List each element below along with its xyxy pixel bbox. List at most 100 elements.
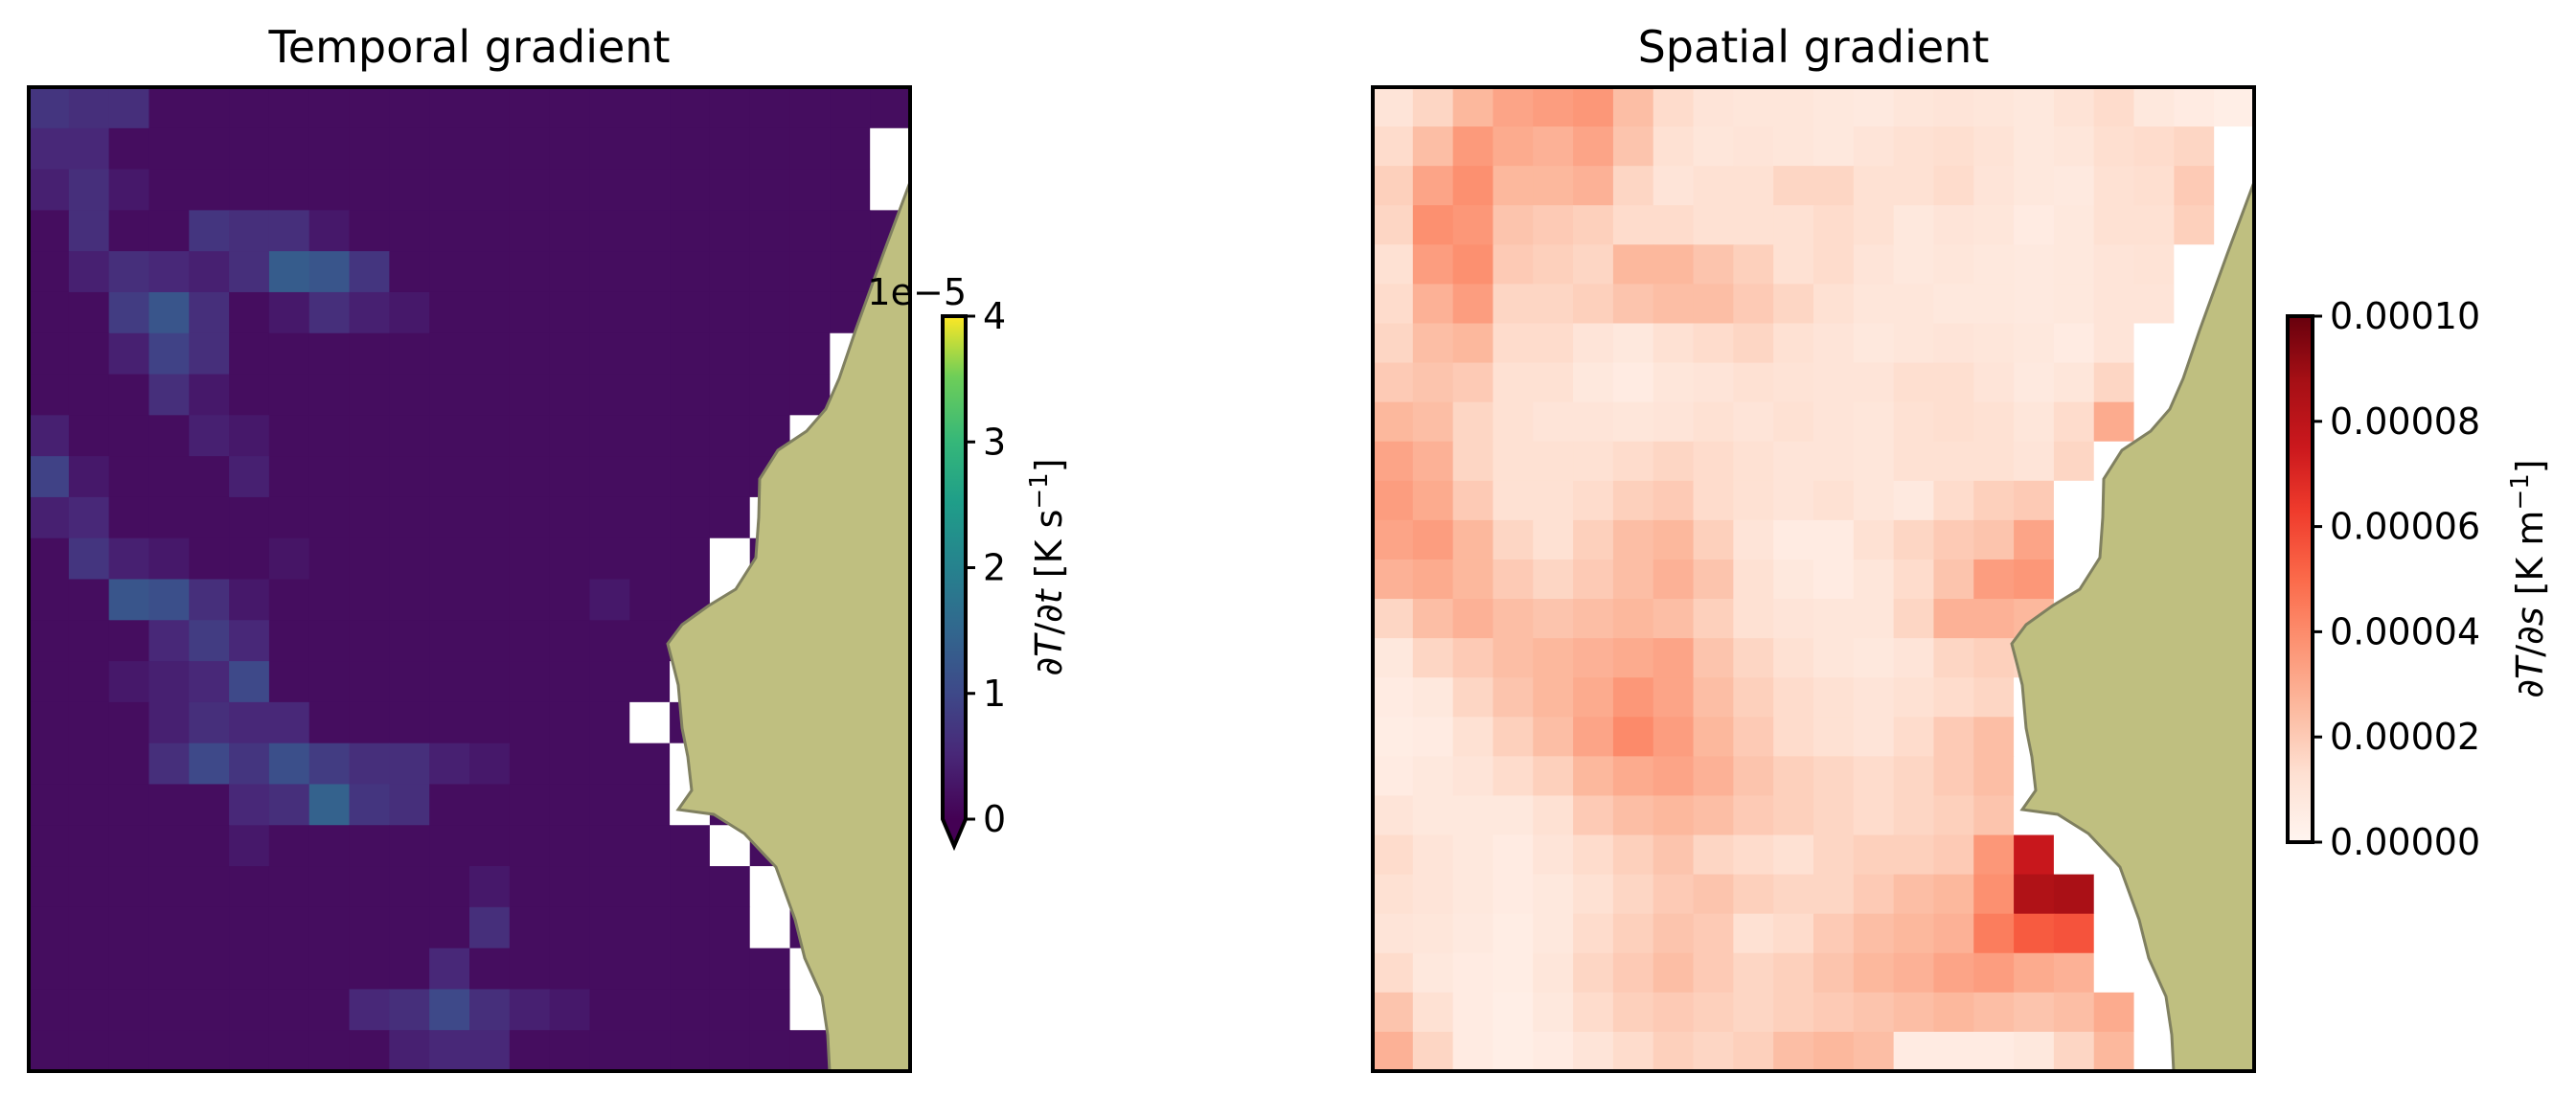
heatmap-cell xyxy=(1573,362,1614,403)
heatmap-cell xyxy=(1612,166,1654,206)
heatmap-cell xyxy=(2093,992,2135,1033)
heatmap-cell xyxy=(469,948,511,991)
heatmap-cell xyxy=(670,866,711,908)
heatmap-cell xyxy=(629,661,671,703)
heatmap-cell xyxy=(1853,559,1895,600)
heatmap-cell xyxy=(1733,401,1774,443)
heatmap-cell xyxy=(1853,244,1895,285)
heatmap-cell xyxy=(1373,913,1414,954)
heatmap-cell xyxy=(1412,638,1454,678)
heatmap-cell xyxy=(189,906,230,949)
heatmap-cell xyxy=(189,496,230,539)
heatmap-cell xyxy=(2053,205,2095,245)
heatmap-cell xyxy=(308,169,351,211)
heatmap-cell xyxy=(349,537,390,581)
heatmap-cell xyxy=(1573,913,1614,954)
heatmap-cell xyxy=(229,743,270,786)
heatmap-cell xyxy=(189,948,230,991)
heatmap-cell xyxy=(429,496,470,539)
heatmap-cell xyxy=(549,415,591,457)
heatmap-cell xyxy=(308,989,351,1031)
heatmap-cell xyxy=(629,291,671,334)
heatmap-cell xyxy=(349,743,390,786)
heatmap-cell xyxy=(549,825,591,867)
heatmap-cell xyxy=(268,87,310,129)
heatmap-cell xyxy=(1452,284,1494,325)
heatmap-cell xyxy=(1973,874,2015,915)
heatmap-cell xyxy=(389,906,430,949)
heatmap-cell xyxy=(268,1030,310,1071)
heatmap-cell xyxy=(349,701,390,744)
heatmap-cell xyxy=(268,496,310,539)
heatmap-cell xyxy=(1653,992,1695,1033)
heatmap-cell xyxy=(1733,717,1774,757)
heatmap-cell xyxy=(1813,1031,1855,1071)
heatmap-cell xyxy=(349,496,390,539)
heatmap-cell xyxy=(429,251,470,293)
heatmap-cell xyxy=(1853,1031,1895,1071)
heatmap-cell xyxy=(268,825,310,867)
heatmap-cell xyxy=(308,127,351,171)
heatmap-cell xyxy=(1733,952,1774,994)
heatmap-cell xyxy=(789,169,831,211)
heatmap-cell xyxy=(1933,874,1974,915)
heatmap-cell xyxy=(1373,638,1414,678)
heatmap-cell xyxy=(629,825,671,867)
heatmap-cell xyxy=(1573,834,1614,876)
heatmap-cell xyxy=(308,332,351,376)
heatmap-cell xyxy=(1693,677,1734,718)
heatmap-cell xyxy=(108,1030,150,1071)
heatmap-cell xyxy=(389,127,430,171)
heatmap-cell xyxy=(670,210,711,252)
spatial-land-mask xyxy=(2010,181,2254,1071)
heatmap-cell xyxy=(1452,834,1494,876)
heatmap-cell xyxy=(1893,677,1935,718)
heatmap-cell xyxy=(629,210,671,252)
heatmap-cell xyxy=(2133,87,2175,127)
heatmap-cell xyxy=(148,374,190,416)
heatmap-cell xyxy=(268,210,310,252)
heatmap-cell xyxy=(1733,913,1774,954)
heatmap-cell xyxy=(1813,166,1855,206)
heatmap-cell xyxy=(1452,756,1494,797)
heatmap-cell xyxy=(1493,638,1534,678)
heatmap-cell xyxy=(1412,205,1454,245)
heatmap-cell xyxy=(1612,1031,1654,1071)
heatmap-cell xyxy=(1853,284,1895,325)
heatmap-cell xyxy=(229,415,270,457)
heatmap-cell xyxy=(1533,87,1574,127)
heatmap-cell xyxy=(509,496,551,539)
heatmap-cell xyxy=(589,169,630,211)
heatmap-cell xyxy=(1653,717,1695,757)
heatmap-cell xyxy=(349,415,390,457)
heatmap-cell xyxy=(1612,874,1654,915)
heatmap-cell xyxy=(1733,362,1774,403)
heatmap-cell xyxy=(389,661,430,703)
heatmap-cell xyxy=(1533,126,1574,167)
heatmap-cell xyxy=(1693,401,1734,443)
heatmap-cell xyxy=(749,251,791,293)
heatmap-cell xyxy=(830,169,871,211)
colorbar-tick-label: 0.00010 xyxy=(2330,295,2480,337)
heatmap-cell xyxy=(429,537,470,581)
heatmap-cell xyxy=(389,332,430,376)
heatmap-cell xyxy=(469,579,511,621)
heatmap-cell xyxy=(1773,480,1814,521)
colorbar-tick-label: 2 xyxy=(983,547,1006,589)
heatmap-cell xyxy=(670,291,711,334)
heatmap-cell xyxy=(1493,952,1534,994)
heatmap-cell xyxy=(469,989,511,1031)
heatmap-cell xyxy=(1733,1031,1774,1071)
heatmap-cell xyxy=(349,127,390,171)
heatmap-cell xyxy=(1612,441,1654,482)
heatmap-cell xyxy=(1653,599,1695,639)
heatmap-cell xyxy=(1653,559,1695,600)
heatmap-cell xyxy=(1733,323,1774,364)
heatmap-cell xyxy=(1653,126,1695,167)
heatmap-cell xyxy=(1612,677,1654,718)
heatmap-cell xyxy=(1493,362,1534,403)
heatmap-cell xyxy=(1653,323,1695,364)
heatmap-cell xyxy=(1373,519,1414,560)
heatmap-cell xyxy=(1533,874,1574,915)
heatmap-cell xyxy=(68,1030,110,1071)
